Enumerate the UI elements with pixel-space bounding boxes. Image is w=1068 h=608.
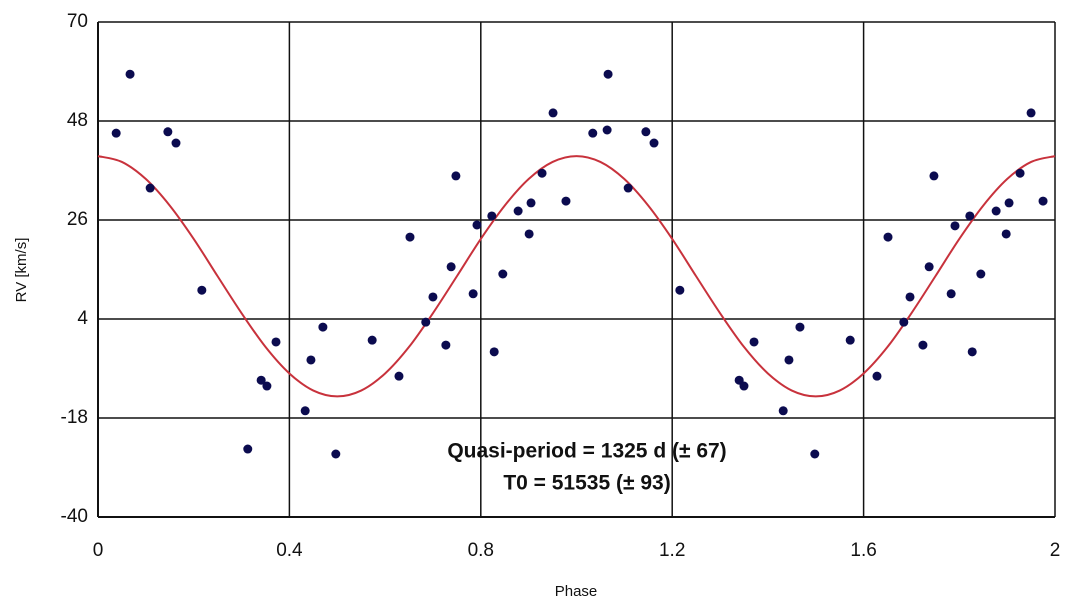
- data-point: [1038, 196, 1048, 206]
- x-tick-label: 0.8: [468, 540, 494, 561]
- data-point: [991, 206, 1001, 216]
- data-point: [950, 221, 960, 231]
- data-point: [441, 340, 451, 350]
- data-point: [537, 168, 547, 178]
- data-point: [331, 449, 341, 459]
- data-point: [526, 198, 536, 208]
- y-tick-label: 26: [67, 209, 88, 230]
- data-point: [965, 211, 975, 221]
- y-tick-label: -40: [61, 506, 88, 527]
- data-point: [446, 262, 456, 272]
- data-point: [905, 292, 915, 302]
- data-point: [623, 183, 633, 193]
- data-point: [513, 206, 523, 216]
- x-tick-label: 0: [93, 540, 104, 561]
- data-point: [929, 171, 939, 181]
- annotation: Quasi-period = 1325 d (± 67): [447, 440, 726, 463]
- data-point: [976, 269, 986, 279]
- data-point: [883, 232, 893, 242]
- data-point: [602, 125, 612, 135]
- data-point: [394, 371, 404, 381]
- data-point: [899, 317, 909, 327]
- y-tick-label: -18: [61, 407, 88, 428]
- data-point: [145, 183, 155, 193]
- data-point: [967, 347, 977, 357]
- data-point: [489, 347, 499, 357]
- data-point: [125, 69, 135, 79]
- data-point: [561, 196, 571, 206]
- x-tick-label: 0.4: [276, 540, 303, 561]
- data-point: [739, 381, 749, 391]
- data-point: [1001, 229, 1011, 239]
- data-point: [271, 337, 281, 347]
- data-point: [641, 127, 651, 137]
- data-point: [171, 138, 181, 148]
- data-point: [524, 229, 534, 239]
- fit-curve: [97, 155, 1056, 398]
- data-point: [749, 337, 759, 347]
- data-point: [472, 220, 482, 230]
- data-point: [1004, 198, 1014, 208]
- data-point: [603, 69, 613, 79]
- data-point: [795, 322, 805, 332]
- data-point: [428, 292, 438, 302]
- annotation: T0 = 51535 (± 93): [503, 472, 670, 495]
- data-point: [845, 335, 855, 345]
- data-point: [548, 108, 558, 118]
- data-point: [588, 128, 598, 138]
- data-point: [197, 285, 207, 295]
- data-point: [367, 335, 377, 345]
- data-point: [487, 211, 497, 221]
- data-point: [918, 340, 928, 350]
- data-point: [243, 444, 253, 454]
- y-tick-label: 48: [67, 110, 88, 131]
- data-point: [468, 289, 478, 299]
- data-point: [300, 406, 310, 416]
- data-point: [451, 171, 461, 181]
- data-point: [810, 449, 820, 459]
- data-point: [1026, 108, 1036, 118]
- data-point: [306, 355, 316, 365]
- data-point: [946, 289, 956, 299]
- data-point: [1015, 168, 1025, 178]
- y-tick-label: 70: [67, 11, 88, 32]
- data-point: [256, 375, 266, 385]
- x-tick-label: 1.6: [850, 540, 876, 561]
- y-tick-label: 4: [77, 308, 88, 329]
- data-point: [318, 322, 328, 332]
- data-point: [421, 317, 431, 327]
- data-point: [675, 285, 685, 295]
- data-point: [163, 127, 173, 137]
- data-point: [649, 138, 659, 148]
- x-axis-label: Phase: [555, 583, 598, 600]
- data-point: [498, 269, 508, 279]
- data-point: [924, 262, 934, 272]
- data-point: [111, 128, 121, 138]
- data-point: [872, 371, 882, 381]
- x-tick-label: 2: [1050, 540, 1061, 561]
- data-point: [778, 406, 788, 416]
- data-point: [262, 381, 272, 391]
- data-point: [405, 232, 415, 242]
- x-tick-label: 1.2: [659, 540, 685, 561]
- data-point: [784, 355, 794, 365]
- y-axis-label: RV [km/s]: [13, 238, 30, 303]
